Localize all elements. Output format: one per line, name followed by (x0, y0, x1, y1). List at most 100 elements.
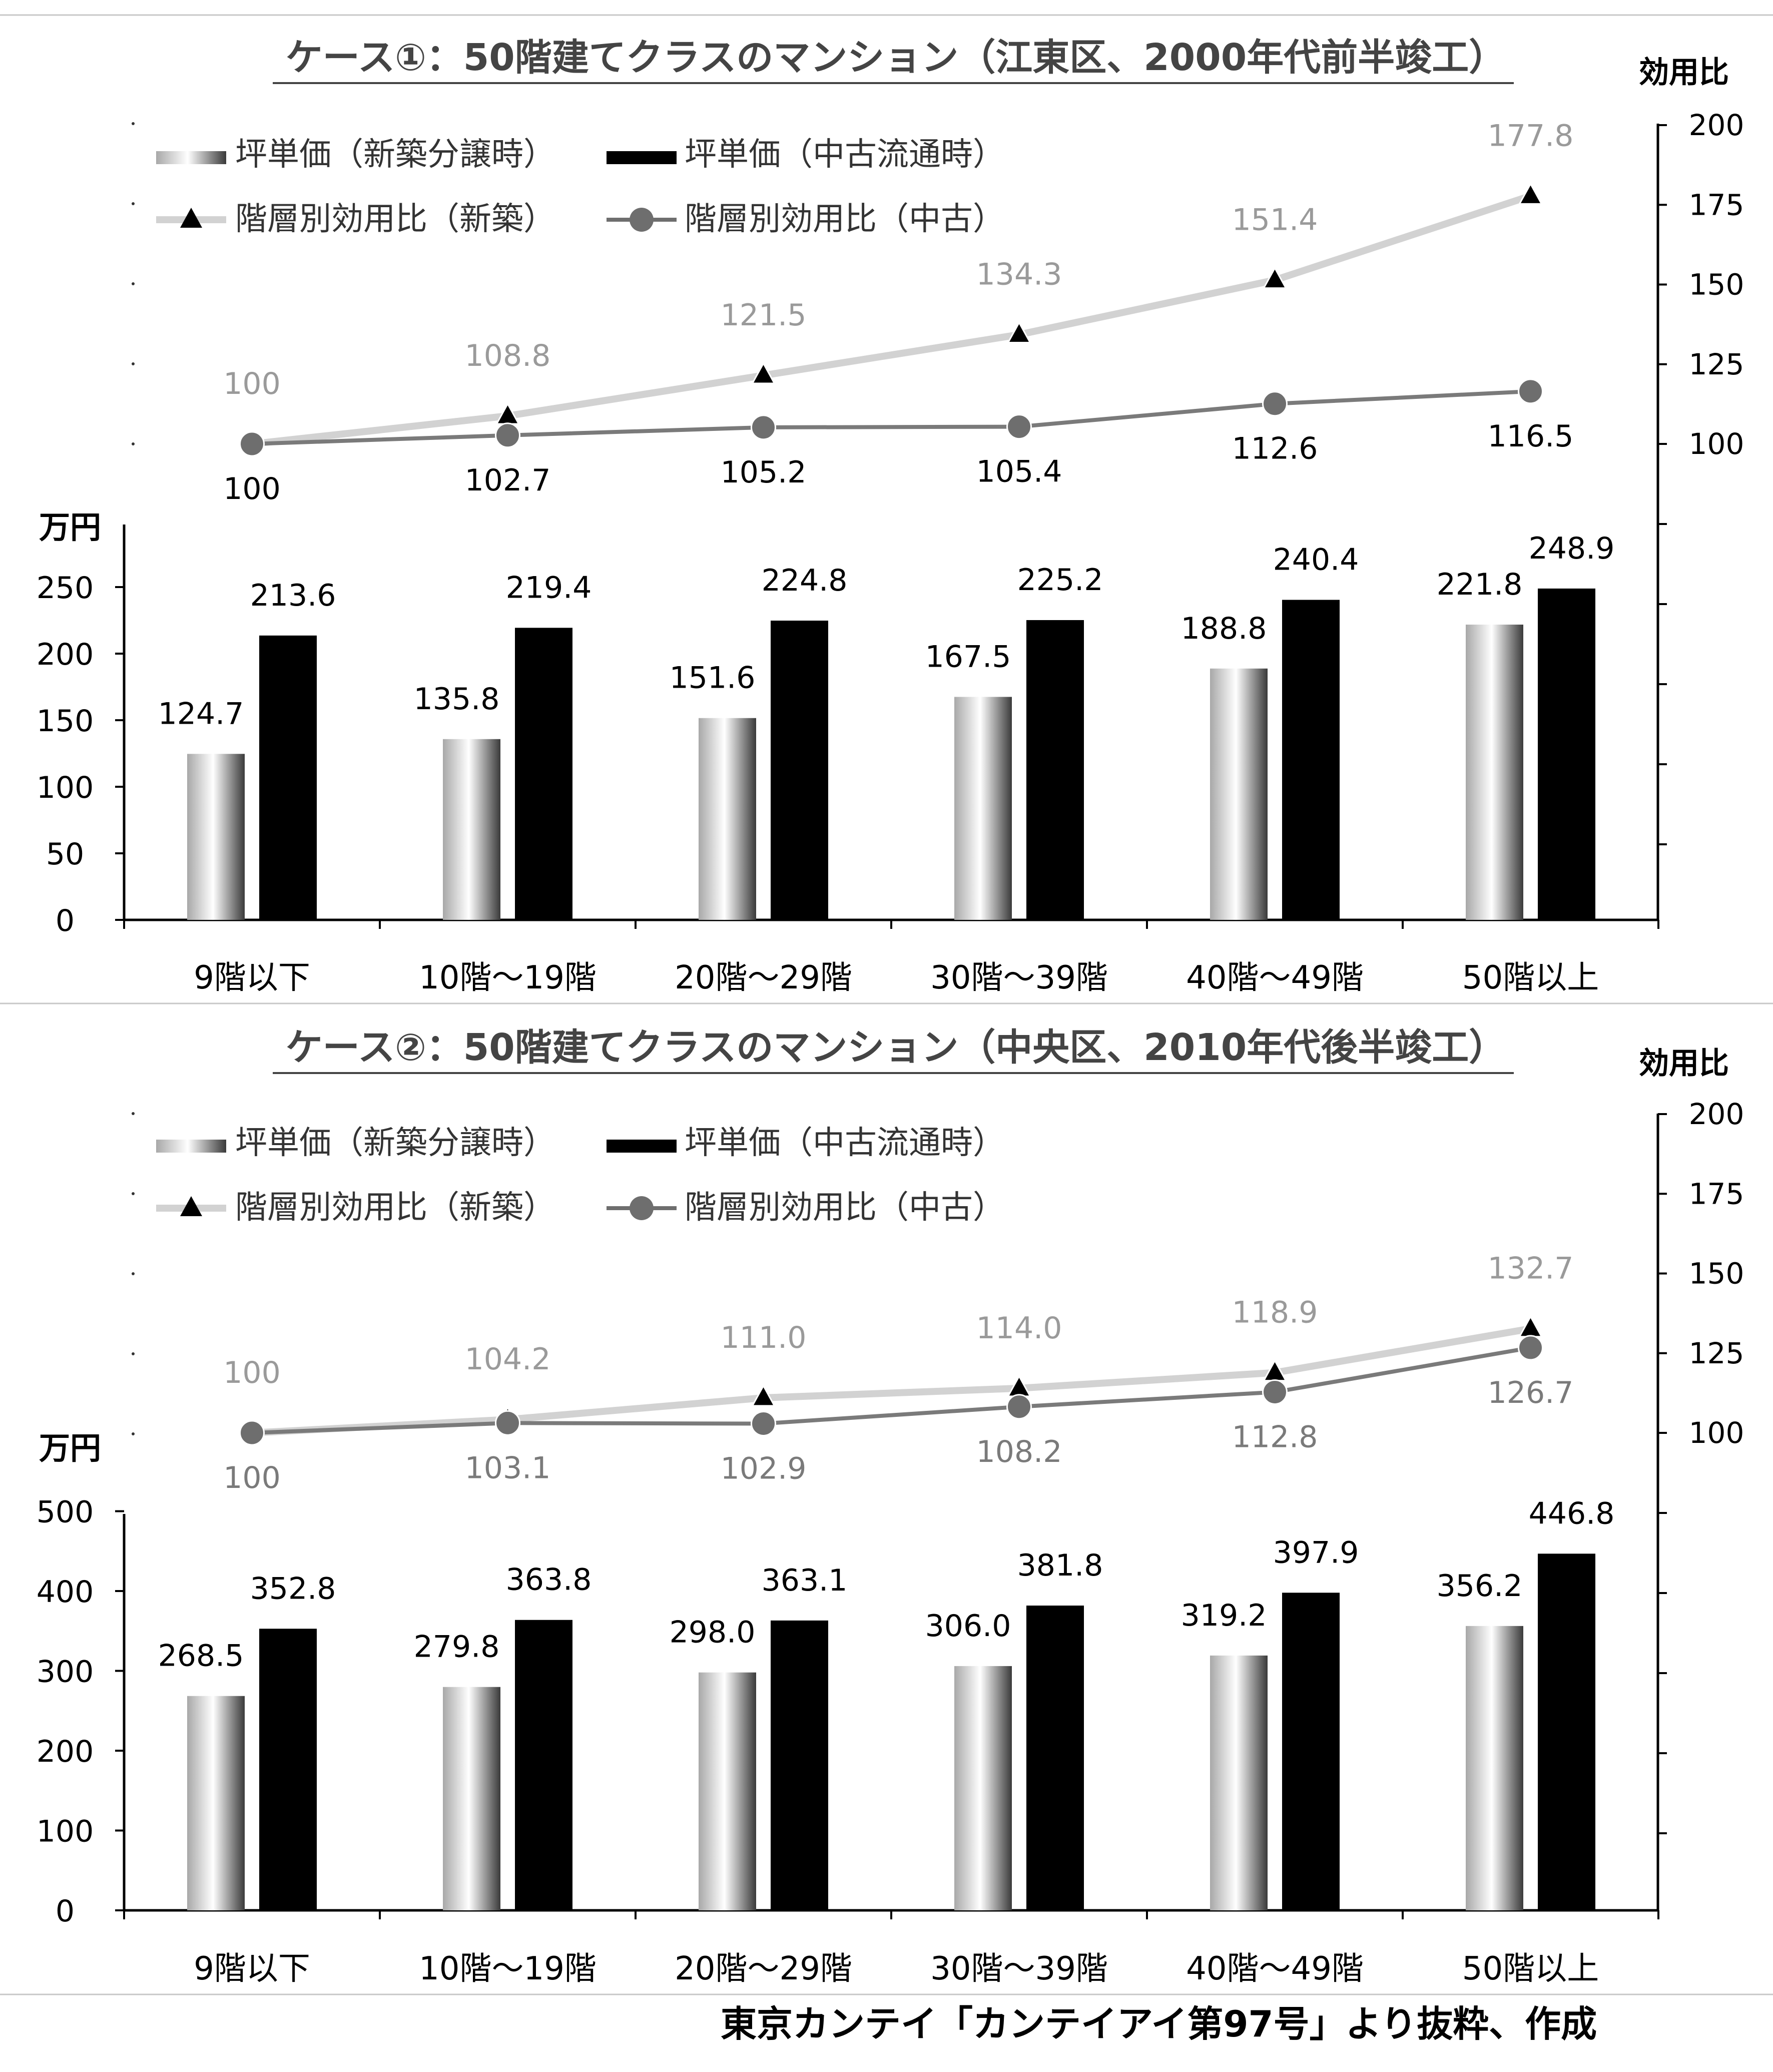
bar-new-label: 135.8 (414, 682, 500, 717)
line-used-label: 103.1 (465, 1450, 551, 1485)
y2-axis-title: 効用比 (1639, 55, 1729, 90)
legend-swatch-bar-used (607, 151, 677, 164)
bar-used-1 (259, 1629, 317, 1910)
bar-new-label: 356.2 (1437, 1569, 1523, 1604)
line-used-label: 112.8 (1232, 1419, 1318, 1454)
bar-used-label: 224.8 (762, 563, 848, 598)
legend-triangle-icon (180, 1196, 202, 1216)
bar-new-2 (443, 1687, 500, 1910)
bar-used-6 (1538, 1553, 1595, 1910)
bar-new-6 (1466, 625, 1523, 920)
bar-new-label: 279.8 (414, 1630, 500, 1665)
marker-circle (1006, 414, 1032, 440)
y-tick-label: 0 (56, 903, 75, 938)
y-tick-label: 400 (37, 1575, 94, 1610)
left-minor-dot (132, 282, 135, 285)
x-tick-label: 30階～39階 (930, 959, 1108, 996)
bar-used-label: 248.9 (1529, 531, 1615, 566)
bar-used-label: 352.8 (250, 1571, 336, 1606)
left-minor-dot (132, 202, 135, 205)
line-used-label: 112.6 (1232, 431, 1318, 466)
bar-used-2 (515, 1620, 572, 1910)
bar-used-label: 219.4 (506, 570, 592, 605)
source-note: 東京カンテイ「カンテイアイ第97号」より抜粋、作成 (721, 2003, 1597, 2045)
line-used-label: 102.7 (465, 463, 551, 498)
bar-used-label: 240.4 (1273, 543, 1359, 578)
bar-new-label: 268.5 (158, 1639, 244, 1674)
y-tick-label: 250 (37, 571, 94, 606)
left-minor-dot (132, 1192, 135, 1195)
y2-tick-label: 125 (1689, 1336, 1744, 1370)
bar-new-label: 167.5 (925, 639, 1011, 674)
bar-used-label: 381.8 (1017, 1548, 1103, 1583)
y2-tick-label: 100 (1689, 427, 1744, 461)
legend-label: 階層別効用比（中古） (685, 201, 1005, 238)
line-new-label: 151.4 (1232, 203, 1318, 238)
marker-circle (1262, 391, 1288, 417)
x-tick-label: 50階以上 (1462, 959, 1599, 996)
line-new-label: 121.5 (721, 298, 807, 333)
chart-panel-2: ケース②：50階建てクラスのマンション（中央区、2010年代後半竣工） 効用比 10… (0, 1002, 1773, 1987)
line-new-label: 100 (223, 366, 281, 401)
legend: 坪単価（新築分譲時） 坪単価（中古流通時） 階層別効用比（新築） 階層別効用比（中古） (156, 136, 1005, 238)
legend-label: 坪単価（新築分譲時） (235, 136, 555, 173)
marker-circle (751, 414, 776, 440)
legend-label: 坪単価（中古流通時） (685, 136, 1005, 173)
left-minor-dot (132, 122, 135, 125)
bar-new-2 (443, 739, 500, 920)
marker-triangle (1262, 266, 1288, 289)
y-tick-label: 300 (37, 1655, 94, 1690)
marker-circle (495, 1410, 520, 1436)
bar-used-5 (1282, 600, 1340, 920)
bar-new-3 (699, 718, 756, 920)
y2-tick-label: 200 (1689, 1097, 1744, 1131)
bar-new-label: 221.8 (1437, 567, 1523, 602)
y-axis-title: 万円 (39, 1430, 101, 1466)
line-new-label: 114.0 (976, 1311, 1062, 1346)
y2-tick-label: 175 (1689, 188, 1744, 222)
y-tick-label: 50 (46, 837, 84, 872)
marker-circle (239, 431, 265, 457)
x-tick-label: 30階～39階 (930, 1950, 1108, 1987)
bar-new-label: 319.2 (1181, 1598, 1267, 1633)
x-tick-label: 10階～19階 (419, 959, 597, 996)
legend-circle-icon (630, 208, 654, 232)
line-new-label: 104.2 (465, 1342, 551, 1377)
bar-used-3 (771, 621, 828, 920)
x-tick-label: 50階以上 (1462, 1950, 1599, 1987)
bar-new-label: 124.7 (158, 696, 244, 731)
line-new-label: 132.7 (1488, 1251, 1574, 1286)
y2-tick-label: 100 (1689, 1416, 1744, 1450)
bar-used-label: 397.9 (1273, 1535, 1359, 1570)
x-tick-label: 40階～49階 (1186, 959, 1364, 996)
line-series-used (252, 1345, 1531, 1435)
bar-used-label: 363.8 (506, 1563, 592, 1598)
y2-axis-title: 効用比 (1639, 1046, 1729, 1081)
line-new-label: 111.0 (721, 1320, 807, 1355)
marker-circle (1006, 1394, 1032, 1420)
bar-new-3 (699, 1672, 756, 1910)
marker-circle (751, 1411, 776, 1437)
bar-used-3 (771, 1620, 828, 1910)
marker-triangle (1518, 182, 1543, 205)
x-tick-label: 20階～29階 (675, 959, 852, 996)
y2-tick-label: 175 (1689, 1177, 1744, 1211)
line-series-new (251, 192, 1532, 447)
line-new-label: 108.8 (465, 338, 551, 373)
bar-new-label: 298.0 (670, 1615, 756, 1650)
marker-triangle (1006, 321, 1032, 344)
left-minor-dot (132, 1352, 135, 1355)
bar-new-4 (954, 1666, 1012, 1910)
bar-new-4 (954, 697, 1012, 920)
legend-swatch-bar-new (156, 1140, 226, 1153)
line-used-label: 108.2 (976, 1434, 1062, 1469)
marker-circle (239, 1420, 265, 1446)
y-tick-label: 0 (56, 1894, 75, 1929)
legend-circle-icon (630, 1196, 654, 1220)
x-tick-label: 40階～49階 (1186, 1950, 1364, 1987)
bar-new-1 (187, 754, 245, 920)
line-new-label: 100 (223, 1355, 281, 1390)
y-tick-label: 200 (37, 1734, 94, 1769)
y-tick-label: 500 (37, 1495, 94, 1530)
bar-used-1 (259, 635, 317, 920)
